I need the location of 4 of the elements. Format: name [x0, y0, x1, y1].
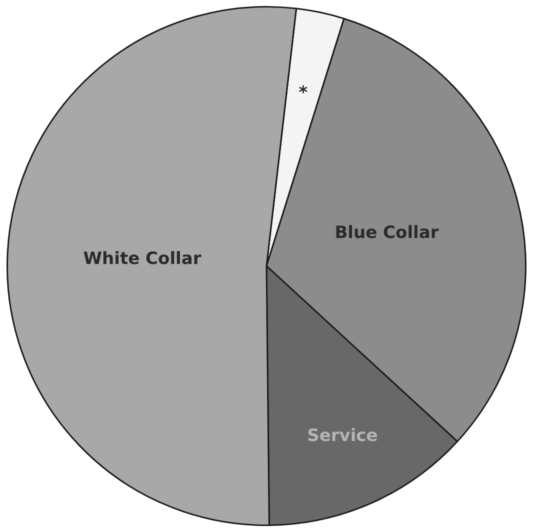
slice-label: White Collar [83, 248, 202, 269]
slice-label: * [298, 82, 308, 103]
slice-label: Service [307, 426, 378, 446]
slice-label: Blue Collar [334, 223, 440, 244]
